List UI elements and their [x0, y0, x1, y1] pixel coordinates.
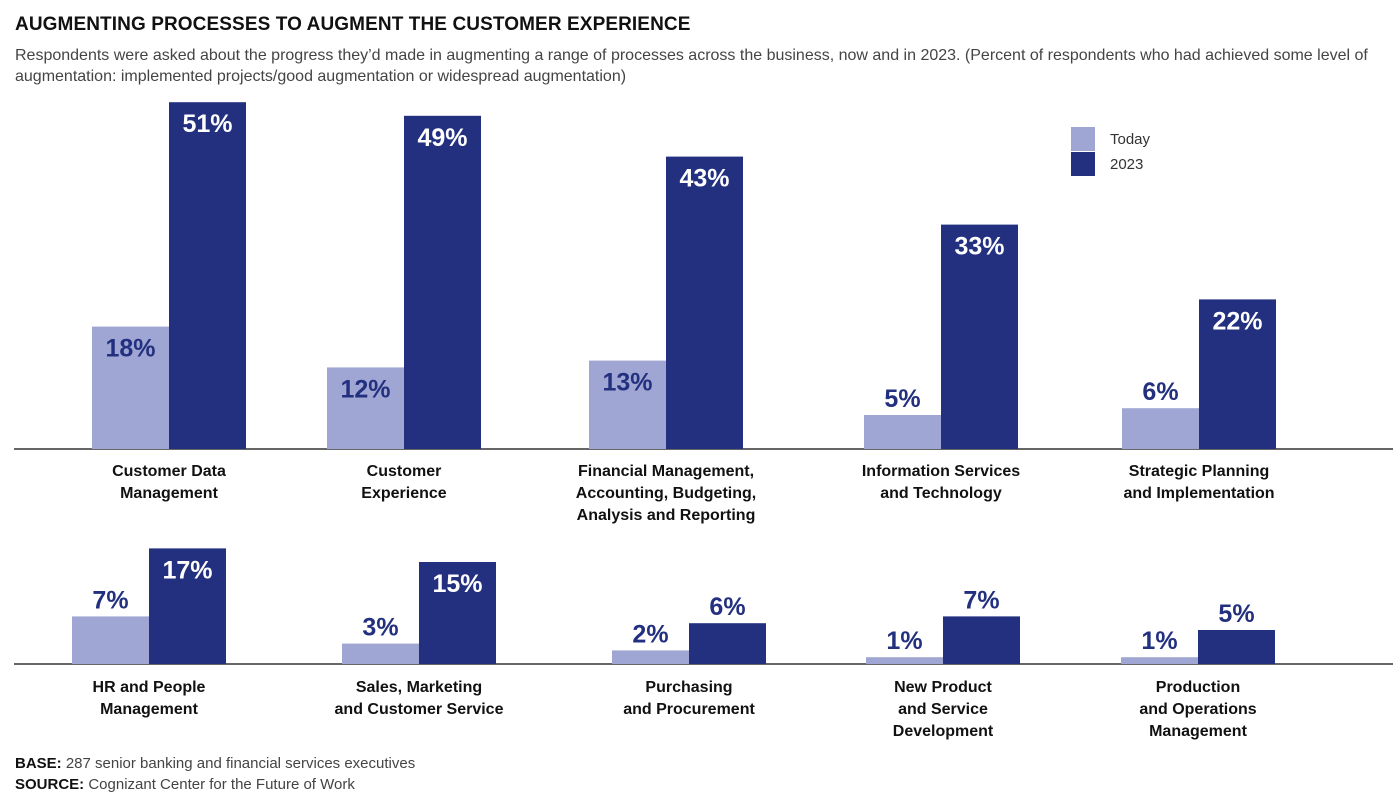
category-label: Sales, Marketing and Customer Service — [335, 679, 504, 718]
category-label-line: Management — [1149, 723, 1247, 740]
bar-2023 — [419, 562, 496, 664]
category-label-line: and Implementation — [1123, 485, 1274, 502]
category-label-line: Customer — [367, 463, 442, 480]
bar-2023 — [169, 102, 246, 449]
chart-title: AUGMENTING PROCESSES TO AUGMENT THE CUST… — [15, 14, 691, 35]
data-label-2023: 43% — [679, 165, 729, 193]
category-label-line: Management — [100, 701, 198, 718]
data-label-today: 6% — [1142, 378, 1178, 406]
data-label-today: 3% — [362, 614, 398, 642]
category-label-line: Development — [893, 723, 994, 740]
legend-item-today: Today — [1071, 127, 1150, 151]
legend: Today 2023 — [1071, 127, 1150, 177]
bar-today — [866, 657, 943, 664]
bar-today — [342, 643, 419, 664]
category-label-line: and Technology — [880, 485, 1002, 502]
category-label-line: Information Services — [862, 463, 1020, 480]
bar-2023 — [941, 224, 1018, 449]
data-label-today: 18% — [105, 335, 155, 363]
chart-subtitle: Respondents were asked about the progres… — [15, 47, 1368, 85]
data-label-today: 1% — [1141, 627, 1177, 655]
category-label-line: HR and People — [93, 679, 206, 696]
source-label: SOURCE: — [15, 776, 85, 793]
bar-2023 — [1199, 299, 1276, 449]
category-label: Financial Management, Accounting, Budgeti… — [576, 463, 756, 524]
data-label-2023: 5% — [1218, 600, 1254, 628]
data-label-today: 12% — [340, 375, 390, 403]
legend-label-today: Today — [1110, 130, 1151, 148]
data-label-2023: 15% — [432, 570, 482, 598]
data-label-2023: 49% — [417, 124, 467, 152]
data-label-today: 2% — [632, 620, 668, 648]
data-label-2023: 6% — [709, 593, 745, 621]
category-label-line: Accounting, Budgeting, — [576, 485, 756, 502]
source-text: Cognizant Center for the Future of Work — [84, 776, 355, 793]
category-label-line: Customer Data — [112, 463, 226, 480]
category-label-line: Strategic Planning — [1129, 463, 1269, 480]
legend-swatch-2023 — [1071, 152, 1095, 176]
data-label-2023: 33% — [954, 233, 1004, 261]
legend-item-2023: 2023 — [1071, 152, 1150, 176]
bar-today — [72, 616, 149, 664]
bar-2023 — [404, 115, 481, 450]
data-label-2023: 17% — [162, 556, 212, 584]
category-label: Production and Operations Management — [1139, 679, 1256, 740]
base-text: 287 senior banking and financial service… — [61, 755, 416, 772]
category-label: Customer Experience — [361, 463, 446, 502]
bar-today — [612, 650, 689, 664]
category-label-line: Production — [1156, 679, 1240, 696]
category-label-line: Financial Management, — [578, 463, 754, 480]
category-label-line: and Operations — [1139, 701, 1256, 718]
category-label: New Product and Service Development — [893, 679, 994, 740]
data-label-2023: 22% — [1212, 307, 1262, 335]
bar-2023 — [689, 623, 766, 664]
data-label-today: 13% — [602, 369, 652, 397]
category-label-line: Sales, Marketing — [356, 679, 482, 696]
data-label-today: 7% — [92, 586, 128, 614]
category-label: Customer Data Management — [112, 463, 226, 502]
bar-today — [589, 360, 666, 449]
bar-today — [1122, 408, 1199, 449]
legend-label-2023: 2023 — [1110, 155, 1144, 173]
bar-today — [327, 367, 404, 449]
category-label: Information Services and Technology — [862, 463, 1020, 502]
data-label-today: 1% — [886, 627, 922, 655]
category-label-line: Purchasing — [645, 679, 732, 696]
footer-source: SOURCE: Cognizant Center for the Future … — [15, 776, 355, 793]
bar-today — [92, 326, 169, 449]
category-label-line: and Customer Service — [335, 701, 504, 718]
bar-2023 — [1198, 630, 1275, 664]
bar-today — [864, 415, 941, 449]
footer-base: BASE: 287 senior banking and financial s… — [15, 755, 415, 772]
base-label: BASE: — [15, 755, 62, 772]
category-label: Purchasing and Procurement — [623, 679, 755, 718]
category-label-line: Management — [120, 485, 218, 502]
category-label-line: and Service — [898, 701, 988, 718]
category-label-line: and Procurement — [623, 701, 755, 718]
bar-2023 — [666, 156, 743, 449]
legend-swatch-today — [1071, 127, 1095, 151]
data-label-2023: 51% — [182, 110, 232, 138]
bar-today — [1121, 657, 1198, 664]
bar-2023 — [943, 616, 1020, 664]
data-label-today: 5% — [884, 385, 920, 413]
category-label: Strategic Planning and Implementation — [1123, 463, 1274, 502]
category-label-line: New Product — [894, 679, 992, 696]
category-label: HR and People Management — [93, 679, 206, 718]
category-label-line: Experience — [361, 485, 446, 502]
bar-2023 — [149, 548, 226, 664]
category-label-line: Analysis and Reporting — [577, 507, 756, 524]
data-label-2023: 7% — [963, 586, 999, 614]
